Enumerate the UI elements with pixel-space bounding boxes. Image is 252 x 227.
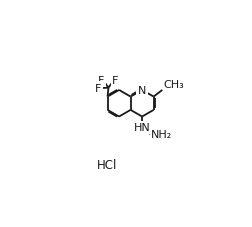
Text: N: N (137, 86, 146, 96)
Text: F: F (98, 76, 104, 86)
Text: F: F (112, 76, 118, 86)
Text: HN: HN (133, 123, 150, 133)
Text: HCl: HCl (97, 159, 117, 172)
Text: CH₃: CH₃ (163, 80, 183, 90)
Text: NH₂: NH₂ (151, 130, 172, 140)
Text: F: F (94, 84, 101, 94)
